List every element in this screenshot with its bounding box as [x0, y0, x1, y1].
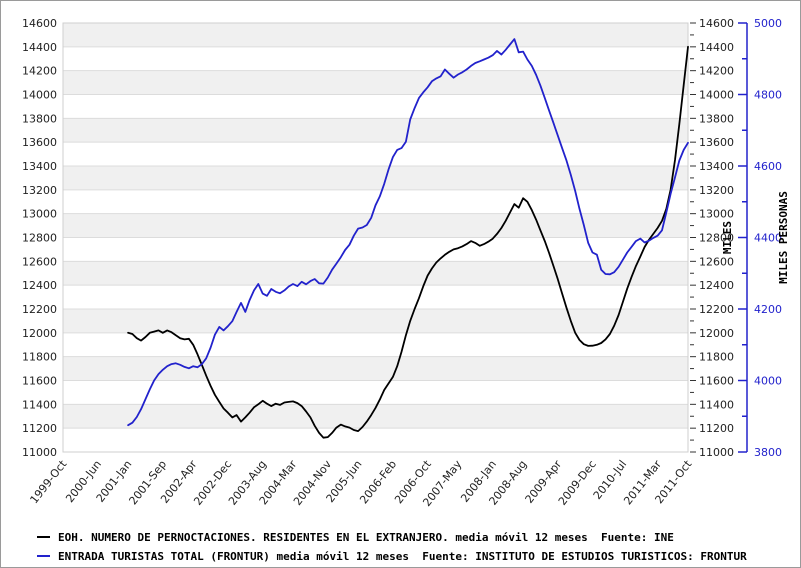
x-axis-tick-label: 1999-Oct [28, 457, 70, 506]
band [63, 118, 688, 143]
left-axis-tick-label: 11400 [22, 398, 57, 411]
right-axis-tick-label: 13200 [699, 184, 734, 197]
band [63, 309, 688, 333]
blue-axis-tick-label: 4800 [754, 89, 782, 102]
band [63, 166, 688, 190]
right-axis-tick-label: 13000 [699, 208, 734, 221]
blue-axis-tick-label: 4200 [754, 303, 782, 316]
right-axis-tick-label: 12800 [699, 232, 734, 245]
legend-swatch-black-line [37, 536, 50, 538]
series-line-pernoctaciones [127, 45, 689, 439]
left-axis-tick-label: 11200 [22, 422, 57, 435]
left-scale-axis-title: MILES [721, 221, 734, 254]
left-axis-tick-label: 11800 [22, 351, 57, 364]
legend: EOH. NUMERO DE PERNOCTACIONES. RESIDENTE… [37, 530, 747, 563]
right-axis-tick-label: 13400 [699, 160, 734, 173]
left-axis-tick-label: 13000 [22, 208, 57, 221]
right-axis-tick-label: 11800 [699, 351, 734, 364]
right-axis-tick-label: 11400 [699, 398, 734, 411]
blue-axis-tick-label: 4000 [754, 375, 782, 388]
right-axis-tick-label: 11200 [699, 422, 734, 435]
blue-axis-tick-label: 5000 [754, 17, 782, 30]
right-axis-tick-label: 12000 [699, 327, 734, 340]
right-axis-tick-label: 11000 [699, 446, 734, 459]
band [63, 23, 688, 47]
left-axis-tick-label: 12200 [22, 303, 57, 316]
band [63, 356, 688, 381]
right-axis-ticks [690, 22, 696, 453]
left-axis-tick-label: 13800 [22, 112, 57, 125]
series-line-turistas [127, 38, 689, 427]
right-axis-labels: 11000 11200 11400 11600 11800 12000 12200 12400… [699, 17, 734, 459]
blue-scale-axis-title: MILES PERSONAS [777, 191, 790, 284]
legend-item-turistas: ENTRADA TURISTAS TOTAL (FRONTUR) media m… [37, 549, 747, 563]
left-axis-tick-label: 12000 [22, 327, 57, 340]
legend-item-pernoctaciones: EOH. NUMERO DE PERNOCTACIONES. RESIDENTE… [37, 530, 747, 544]
left-axis-tick-label: 13400 [22, 160, 57, 173]
blue-axis-tick-label: 4400 [754, 232, 782, 245]
left-axis-tick-label: 14200 [22, 65, 57, 78]
plot-bands [63, 23, 688, 429]
band [63, 261, 688, 286]
left-axis-tick-label: 14400 [22, 41, 57, 54]
legend-label-turistas: ENTRADA TURISTAS TOTAL (FRONTUR) media m… [58, 549, 747, 563]
right-axis-tick-label: 13600 [699, 136, 734, 149]
legend-label-pernoctaciones: EOH. NUMERO DE PERNOCTACIONES. RESIDENTE… [58, 530, 674, 544]
blue-axis-labels: 3800 4000 4200 4400 4600 4800 5000 [754, 17, 782, 459]
left-axis-tick-label: 12600 [22, 255, 57, 268]
band [63, 70, 688, 95]
left-axis-labels: 11000 11200 11400 11600 11800 12000 12200 12400… [22, 17, 57, 459]
blue-axis-ticks [738, 22, 747, 453]
left-axis-tick-label: 14000 [22, 89, 57, 102]
right-axis-tick-label: 14400 [699, 41, 734, 54]
left-axis-tick-label: 11600 [22, 375, 57, 388]
right-axis-tick-label: 11600 [699, 375, 734, 388]
right-axis-tick-label: 12400 [699, 279, 734, 292]
right-axis-tick-label: 14000 [699, 89, 734, 102]
blue-axis-tick-label: 4600 [754, 160, 782, 173]
right-axis-tick-label: 14200 [699, 65, 734, 78]
right-axis-tick-label: 12200 [699, 303, 734, 316]
right-axis-tick-label: 14600 [699, 17, 734, 30]
legend-swatch-blue-line [37, 555, 50, 557]
plot-border [62, 22, 689, 453]
right-axis-tick-label: 12600 [699, 255, 734, 268]
left-axis-tick-label: 12400 [22, 279, 57, 292]
right-axis-tick-label: 13800 [699, 112, 734, 125]
band [63, 213, 688, 238]
left-axis-tick-label: 13600 [22, 136, 57, 149]
left-axis-tick-label: 13200 [22, 184, 57, 197]
left-axis-tick-label: 14600 [22, 17, 57, 30]
left-axis-tick-label: 11000 [22, 446, 57, 459]
blue-axis-tick-label: 3800 [754, 446, 782, 459]
band [63, 404, 688, 429]
x-axis-labels: 1999-Oct2000-Jun2001-Jan2001-Sep2002-Apr… [28, 457, 695, 509]
left-axis-tick-label: 12800 [22, 232, 57, 245]
